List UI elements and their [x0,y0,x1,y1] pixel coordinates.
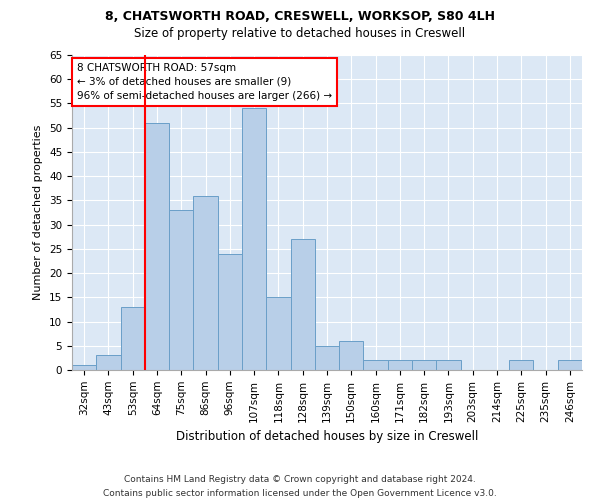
Bar [364,360,388,370]
Bar [72,365,96,370]
Bar [169,210,193,370]
Bar [315,346,339,370]
Bar [509,360,533,370]
Bar [339,341,364,370]
Bar [266,298,290,370]
Bar [193,196,218,370]
Y-axis label: Number of detached properties: Number of detached properties [34,125,43,300]
Bar [558,360,582,370]
Text: Size of property relative to detached houses in Creswell: Size of property relative to detached ho… [134,28,466,40]
Bar [388,360,412,370]
Bar [242,108,266,370]
Bar [412,360,436,370]
Bar [121,307,145,370]
Bar [145,123,169,370]
Bar [218,254,242,370]
Text: 8, CHATSWORTH ROAD, CRESWELL, WORKSOP, S80 4LH: 8, CHATSWORTH ROAD, CRESWELL, WORKSOP, S… [105,10,495,23]
Bar [290,239,315,370]
Text: Contains HM Land Registry data © Crown copyright and database right 2024.
Contai: Contains HM Land Registry data © Crown c… [103,476,497,498]
Bar [436,360,461,370]
Text: 8 CHATSWORTH ROAD: 57sqm
← 3% of detached houses are smaller (9)
96% of semi-det: 8 CHATSWORTH ROAD: 57sqm ← 3% of detache… [77,63,332,101]
X-axis label: Distribution of detached houses by size in Creswell: Distribution of detached houses by size … [176,430,478,443]
Bar [96,356,121,370]
